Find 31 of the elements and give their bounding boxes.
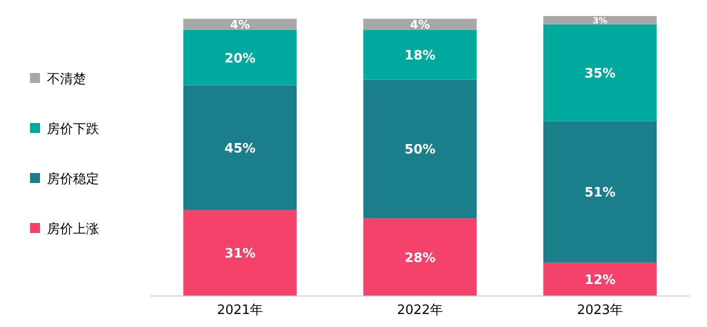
data-label: 4%: [410, 18, 430, 32]
bar: [363, 18, 477, 30]
legend-label: 房价稳定: [47, 171, 99, 187]
data-label: 31%: [224, 246, 256, 262]
data-label: 3%: [592, 16, 608, 26]
legend-label: 房价上涨: [47, 221, 99, 237]
bar: [543, 16, 657, 24]
bar: [363, 80, 477, 218]
bar: [363, 30, 477, 80]
data-label: 4%: [230, 18, 250, 32]
bar: [183, 85, 297, 210]
x-tick-label: 2022年: [396, 303, 444, 318]
bar: [363, 218, 477, 296]
data-label: 18%: [404, 48, 436, 64]
bar: [543, 121, 657, 263]
legend-label: 房价下跌: [47, 121, 99, 137]
x-tick-label: 2021年: [216, 303, 264, 318]
legend-label: 不清楚: [47, 72, 86, 87]
data-label: 51%: [584, 186, 616, 201]
data-label: 20%: [224, 51, 256, 66]
data-label: 28%: [404, 250, 436, 266]
bar: [543, 262, 657, 296]
x-tick-label: 2023年: [576, 303, 624, 318]
bar: [543, 24, 657, 122]
data-label: 45%: [224, 141, 256, 156]
data-label: 35%: [584, 66, 616, 82]
bar: [183, 210, 297, 296]
bar: [183, 18, 297, 30]
data-label: 50%: [404, 142, 436, 158]
bar: [183, 30, 297, 86]
data-label: 12%: [584, 273, 616, 288]
